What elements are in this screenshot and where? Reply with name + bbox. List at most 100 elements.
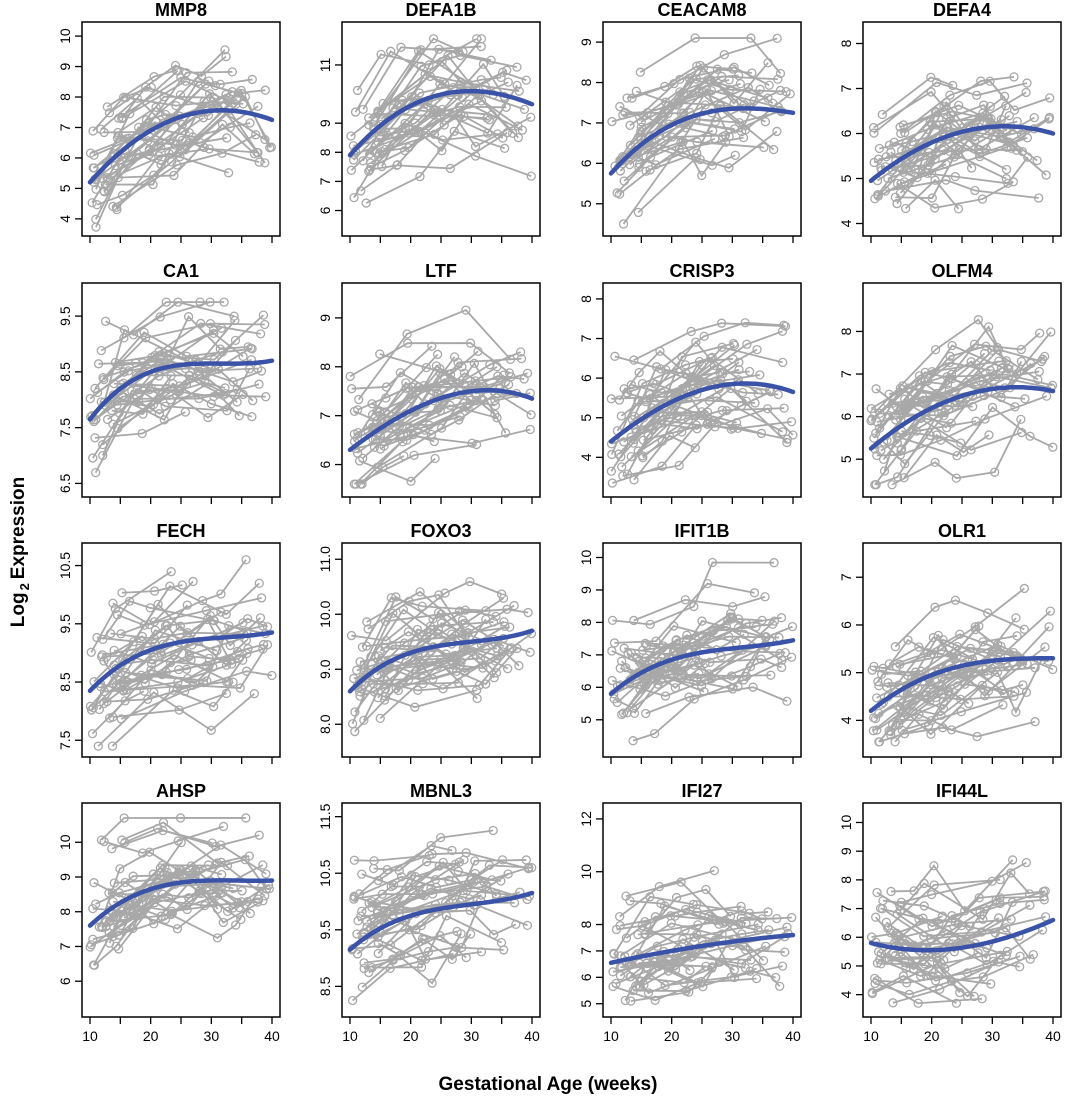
- sample-point: [685, 965, 695, 976]
- sample-point: [373, 948, 383, 959]
- y-tick-label: 9: [578, 38, 594, 46]
- sample-point: [93, 359, 104, 369]
- sample-point: [725, 85, 735, 95]
- subject-trajectory: [90, 570, 172, 653]
- sample-point: [222, 861, 233, 871]
- sample-point: [971, 359, 981, 370]
- sample-point: [684, 73, 694, 83]
- sample-point: [437, 56, 447, 67]
- subject-trajectory: [620, 135, 764, 163]
- subject-trajectory: [901, 861, 1027, 904]
- sample-point: [625, 159, 635, 170]
- subject-trajectory: [888, 358, 1044, 417]
- subject-trajectory: [356, 386, 414, 454]
- subject-trajectory: [355, 433, 435, 450]
- sample-point: [772, 126, 782, 137]
- sample-point: [685, 372, 696, 382]
- sample-point: [116, 629, 126, 639]
- subject-trajectory: [899, 951, 1020, 982]
- sample-point: [396, 872, 407, 882]
- sample-point: [1021, 87, 1031, 98]
- subject-trajectory: [103, 328, 190, 403]
- subject-trajectory: [120, 670, 273, 720]
- sample-point: [367, 409, 378, 420]
- sample-point: [893, 701, 903, 711]
- subject-trajectory: [899, 364, 1010, 411]
- sample-point: [169, 170, 179, 181]
- sample-point: [1021, 687, 1032, 698]
- y-tick-label: 10: [838, 814, 854, 830]
- sample-point: [755, 370, 765, 380]
- y-tick-label: 7: [57, 123, 73, 131]
- subject-trajectory: [643, 420, 792, 442]
- sample-point: [186, 655, 196, 665]
- sample-point: [929, 649, 939, 659]
- sample-point: [746, 33, 756, 43]
- sample-point: [734, 357, 744, 367]
- sample-point: [1025, 431, 1035, 441]
- sample-point: [237, 886, 247, 896]
- sample-point: [153, 599, 163, 610]
- sample-point: [641, 708, 651, 719]
- sample-point: [515, 347, 526, 357]
- sample-point: [207, 838, 217, 848]
- sample-point: [1018, 680, 1028, 690]
- subject-trajectory: [891, 418, 1022, 486]
- sample-point: [1019, 583, 1030, 594]
- panel-fech: FECH 7.5 8.5 9.5 10.5: [57, 521, 281, 764]
- sample-point: [773, 74, 783, 84]
- sample-point: [449, 126, 459, 136]
- sample-point: [429, 104, 439, 115]
- y-tick-label: 11.5: [317, 803, 333, 829]
- sample-point: [262, 622, 273, 632]
- panel-title: AHSP: [156, 781, 206, 801]
- subject-trajectory: [121, 821, 250, 864]
- sample-point: [476, 75, 486, 85]
- sample-point: [388, 103, 398, 113]
- subject-trajectory: [877, 126, 973, 197]
- subject-trajectory: [873, 318, 998, 414]
- sample-point: [521, 75, 531, 85]
- fitted-curve: [868, 917, 1056, 953]
- sample-point: [985, 101, 995, 112]
- subject-trajectory: [625, 905, 742, 939]
- y-tick-label: 4: [57, 215, 73, 223]
- sample-point: [981, 953, 991, 963]
- sample-point: [660, 81, 670, 92]
- sample-point: [441, 911, 452, 921]
- sample-point: [167, 157, 177, 167]
- sample-point: [938, 123, 948, 133]
- sample-point: [984, 430, 994, 440]
- subject-trajectory: [123, 315, 249, 385]
- sample-point: [260, 319, 270, 330]
- sample-point: [399, 451, 409, 461]
- sample-point: [117, 588, 127, 598]
- sample-point: [887, 480, 897, 490]
- sample-point: [943, 122, 953, 133]
- subject-trajectory: [373, 415, 461, 435]
- y-tick-label: 7: [578, 119, 594, 127]
- subject-trajectory: [903, 673, 988, 719]
- subject-trajectory: [905, 904, 1031, 969]
- sample-point: [216, 589, 226, 599]
- sample-point: [166, 567, 176, 577]
- sample-point: [154, 409, 164, 419]
- sample-point: [177, 580, 187, 590]
- sample-point: [375, 713, 385, 724]
- subject-trajectory: [361, 455, 405, 485]
- sample-point: [103, 174, 113, 184]
- sample-point: [512, 80, 522, 91]
- subject-trajectory: [385, 608, 529, 623]
- sample-point: [353, 405, 363, 415]
- sample-point: [873, 676, 883, 687]
- sample-point: [949, 649, 960, 659]
- sample-point: [101, 917, 111, 927]
- sample-point: [681, 904, 691, 915]
- sample-point: [900, 128, 910, 138]
- sample-point: [689, 694, 699, 704]
- sample-point: [110, 604, 120, 614]
- sample-point: [777, 326, 788, 336]
- sample-point: [258, 896, 268, 906]
- sample-point: [465, 576, 475, 587]
- sample-point: [645, 165, 655, 175]
